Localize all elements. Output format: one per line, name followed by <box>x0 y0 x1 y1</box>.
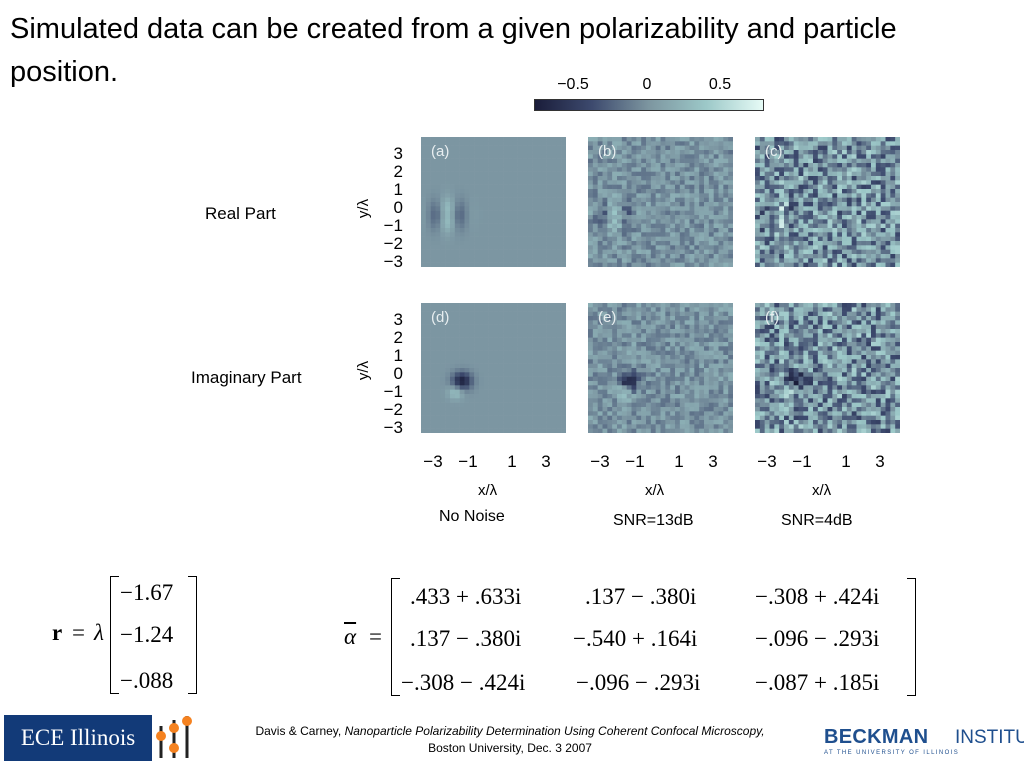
matrix-entry: −.096 − .293i <box>576 670 701 695</box>
y-axis-label: y/λ <box>355 360 373 381</box>
field-image <box>588 303 733 433</box>
x-tick: −3 <box>757 452 777 471</box>
field-image <box>755 303 900 433</box>
left-bracket <box>391 578 400 696</box>
panel-e: (e) <box>588 303 733 433</box>
field-image <box>588 137 733 267</box>
panel-label: (d) <box>431 309 450 326</box>
lambda-symbol: λ <box>94 620 104 645</box>
citation: Davis & Carney, Nanoparticle Polarizabil… <box>205 723 815 757</box>
colorbar <box>534 99 764 111</box>
colorbar-ticks: −0.5 0 0.5 <box>534 76 764 96</box>
x-ticks: −3 −1 1 3 <box>421 452 566 472</box>
matrix-entry: −.096 − .293i <box>755 626 880 651</box>
position-symbol: r <box>52 620 63 645</box>
position-entry: −1.67 <box>120 580 174 605</box>
y-tick: 2 <box>393 162 403 181</box>
x-axis-label: x/λ <box>478 482 498 499</box>
panel-b: (b) <box>588 137 733 267</box>
y-tick: −2 <box>383 234 403 253</box>
x-tick: −1 <box>792 452 812 471</box>
citation-title: Nanoparticle Polarizability Determinatio… <box>344 724 765 738</box>
beckman-institute-word: INSTITUTE <box>955 727 1024 748</box>
y-tick: −3 <box>383 418 403 437</box>
colorbar-tick: −0.5 <box>557 76 589 93</box>
left-bracket <box>110 576 119 694</box>
x-tick: −1 <box>625 452 645 471</box>
panel-label: (f) <box>765 309 780 326</box>
panel-d: (d) <box>421 303 566 433</box>
y-ticks: 3 2 1 0 −1 −2 −3 <box>383 144 403 271</box>
position-entry: −1.24 <box>120 622 174 647</box>
matrix-entry: −.087 + .185i <box>755 670 880 695</box>
x-tick: −1 <box>458 452 478 471</box>
colorbar-tick: 0.5 <box>708 76 732 93</box>
caption-snr-13db: SNR=13dB <box>613 512 694 529</box>
matrix-entry: −.308 + .424i <box>755 584 880 609</box>
right-bracket <box>907 578 916 696</box>
row-label-imaginary: Imaginary Part <box>191 368 302 387</box>
caption-snr-4db: SNR=4dB <box>781 512 853 529</box>
equals-sign: = <box>72 620 85 645</box>
panel-f: (f) <box>755 303 900 433</box>
matrix-entry: .137 − .380i <box>410 626 522 651</box>
matrix-entry: −.540 + .164i <box>573 626 698 651</box>
alpha-symbol: α <box>344 624 357 649</box>
panel-a: (a) <box>421 137 566 267</box>
matrix-entry: .433 + .633i <box>410 584 522 609</box>
y-tick: 3 <box>393 144 403 163</box>
x-tick: 3 <box>875 452 885 471</box>
beckman-institute-logo: BECKMAN INSTITUTE AT THE UNIVERSITY OF I… <box>824 726 1024 756</box>
row-label-real: Real Part <box>205 204 276 223</box>
right-bracket <box>188 576 197 694</box>
y-tick: 0 <box>393 198 403 217</box>
panel-label: (b) <box>598 143 617 160</box>
matrix-entry: −.308 − .424i <box>401 670 526 695</box>
y-tick: 3 <box>393 310 403 329</box>
y-tick: 0 <box>393 364 403 383</box>
panel-label: (c) <box>765 143 783 160</box>
ece-illinois-logo: ECE Illinois <box>4 715 152 761</box>
x-ticks: −3 −1 1 3 <box>755 452 900 472</box>
x-tick: 1 <box>841 452 851 471</box>
y-tick: 2 <box>393 328 403 347</box>
field-image <box>421 303 566 433</box>
x-axis-label: x/λ <box>812 482 832 499</box>
x-tick: 3 <box>708 452 718 471</box>
x-tick: −3 <box>590 452 610 471</box>
panel-label: (e) <box>598 309 617 326</box>
position-entry: −.088 <box>120 668 174 693</box>
citation-authors: Davis & Carney, <box>255 724 342 738</box>
colorbar-tick: 0 <box>642 76 652 93</box>
field-image <box>755 137 900 267</box>
y-tick: −1 <box>383 216 403 235</box>
x-tick: −3 <box>423 452 443 471</box>
y-axis-label: y/λ <box>355 198 373 219</box>
x-tick: 3 <box>541 452 551 471</box>
x-axis-label: x/λ <box>645 482 665 499</box>
equals-sign: = <box>369 624 382 649</box>
x-tick: 1 <box>674 452 684 471</box>
slide-title: Simulated data can be created from a giv… <box>10 13 897 88</box>
panel-label: (a) <box>431 143 450 160</box>
beckman-subtitle: AT THE UNIVERSITY OF ILLINOIS <box>824 750 960 756</box>
citation-venue: Boston University, Dec. 3 2007 <box>428 741 592 755</box>
y-ticks: 3 2 1 0 −1 −2 −3 <box>383 310 403 437</box>
y-tick: −1 <box>383 382 403 401</box>
x-tick: 1 <box>507 452 517 471</box>
y-tick: 1 <box>393 346 403 365</box>
caption-no-noise: No Noise <box>439 508 505 525</box>
y-tick: −2 <box>383 400 403 419</box>
x-ticks: −3 −1 1 3 <box>588 452 733 472</box>
panel-c: (c) <box>755 137 900 267</box>
field-image <box>421 137 566 267</box>
beckman-name: BECKMAN <box>824 726 929 748</box>
matrix-entry: .137 − .380i <box>585 584 697 609</box>
y-tick: 1 <box>393 180 403 199</box>
circuit-icon <box>152 712 197 764</box>
y-tick: −3 <box>383 252 403 271</box>
